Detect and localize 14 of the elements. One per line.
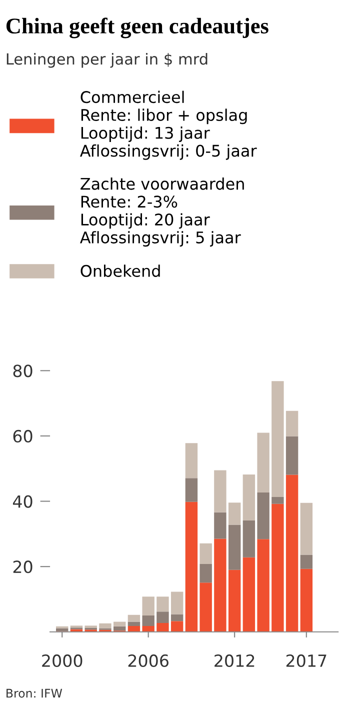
x-tick-label: 2000 xyxy=(42,654,82,667)
legend-label: Commercieel Rente: libor + opslag Looptijd: 13 jaar Aflossingsvrij: 0-5 jaar xyxy=(80,90,257,160)
x-tick-label: 2012 xyxy=(214,654,254,667)
y-tick-label: 20 xyxy=(13,560,32,574)
y-tick-label: 60 xyxy=(13,430,32,443)
chart-subtitle: Leningen per jaar in $ mrd xyxy=(6,52,208,68)
x-tick-label: 2006 xyxy=(128,654,168,667)
x-tick-label: 2017 xyxy=(286,654,326,667)
y-tick-label: 40 xyxy=(12,495,32,508)
text: Bron: IFW xyxy=(6,688,62,698)
legend-label: Onbekend xyxy=(80,264,160,277)
y-tick-label: 80 xyxy=(13,364,32,378)
chart-title: China geeft geen cadeautjes xyxy=(6,18,268,38)
legend-label: Zachte voorwaarden Rente: 2-3% Looptijd: 20 jaar Aflossingsvrij: 5 jaar xyxy=(80,177,244,247)
